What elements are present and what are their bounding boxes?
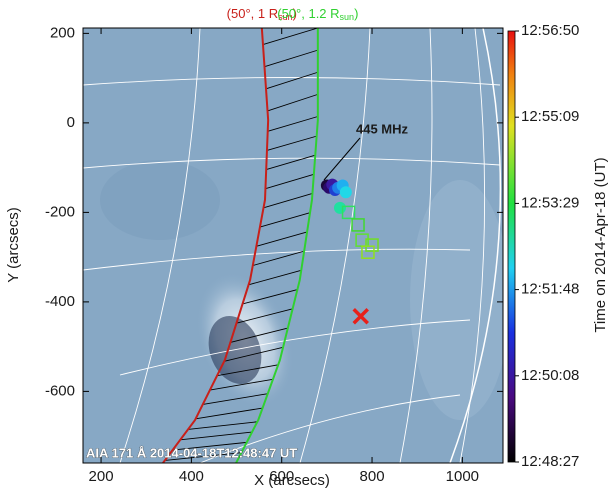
curve [235, 28, 319, 463]
hatch-line [209, 378, 274, 391]
hatch-line [172, 441, 247, 451]
hatch-line [248, 269, 302, 286]
curve-label-text: (50°, 1 R [227, 6, 278, 21]
hatch-line [266, 154, 316, 171]
hatch-line [264, 49, 318, 68]
hatch-line [187, 421, 258, 430]
source-marker [352, 307, 369, 325]
hatch-line [267, 93, 318, 112]
hatch-line [180, 431, 253, 441]
annotation: 445 MHz [356, 121, 409, 136]
hatch-line [265, 71, 318, 90]
point [341, 205, 356, 220]
curve-label-sub: sun [340, 12, 355, 22]
colorbar-label: Time on 2014-Apr-18 (UT) [592, 157, 609, 332]
curve-label-tail: ) [354, 6, 358, 21]
point [361, 245, 375, 259]
hatch-line [265, 173, 314, 190]
hatch-line [236, 308, 293, 324]
hatch-line [262, 28, 318, 46]
x-tick-label: 1000 [446, 468, 479, 485]
x-tick-label: 400 [179, 468, 204, 485]
image-label: AIA 171 Å 2014-04-18T12:48:47 UT [86, 445, 297, 460]
curve [162, 28, 270, 463]
hatch-line [266, 135, 317, 151]
curve-label: (50°, 1 Rsun) [227, 6, 297, 22]
point [351, 218, 365, 232]
colorbar-tick-label: 12:55:09 [521, 108, 579, 125]
hatch-line [216, 364, 279, 377]
colorbar-tick-label: 12:56:50 [521, 22, 579, 39]
solar-image [83, 28, 503, 463]
hatch-line [259, 212, 311, 228]
y-tick-label: 0 [67, 114, 75, 131]
x-tick-label: 200 [89, 468, 114, 485]
x-axis-label: X (arcsecs) [254, 472, 330, 489]
y-tick-label: -200 [45, 203, 75, 220]
point [365, 238, 379, 252]
hatch-line [164, 452, 242, 461]
hatch-line [267, 116, 318, 132]
hatch-line [252, 250, 305, 266]
hatch-line [195, 407, 263, 420]
hatch-line [256, 231, 308, 247]
hatch-line [230, 327, 288, 343]
x-tick-label: 600 [269, 468, 294, 485]
y-tick-label: -600 [45, 382, 75, 399]
x-tick-label: 800 [360, 468, 385, 485]
y-tick-label: 200 [50, 24, 75, 41]
colorbar-tick-label: 12:51:48 [521, 281, 579, 298]
point [333, 201, 346, 214]
colorbar-tick-label: 12:48:27 [521, 453, 579, 470]
point [339, 186, 352, 199]
plot-frame [82, 27, 504, 464]
annotation-arrow [323, 137, 361, 181]
curve-label: (50°, 1.2 Rsun) [277, 6, 358, 22]
y-tick-label: -400 [45, 293, 75, 310]
curve-label-tail: ) [293, 6, 297, 21]
hatch-line [242, 289, 298, 305]
colorbar [507, 30, 516, 463]
y-axis-label: Y (arcsecs) [5, 207, 22, 283]
hatch-line [202, 393, 268, 405]
curve-label-text: (50°, 1.2 R [277, 6, 339, 21]
curve-label-sub: sun [278, 12, 293, 22]
hatch-line [263, 193, 313, 209]
colorbar-tick-label: 12:50:08 [521, 367, 579, 384]
hatch-line [224, 346, 284, 362]
colorbar-tick-label: 12:53:29 [521, 194, 579, 211]
